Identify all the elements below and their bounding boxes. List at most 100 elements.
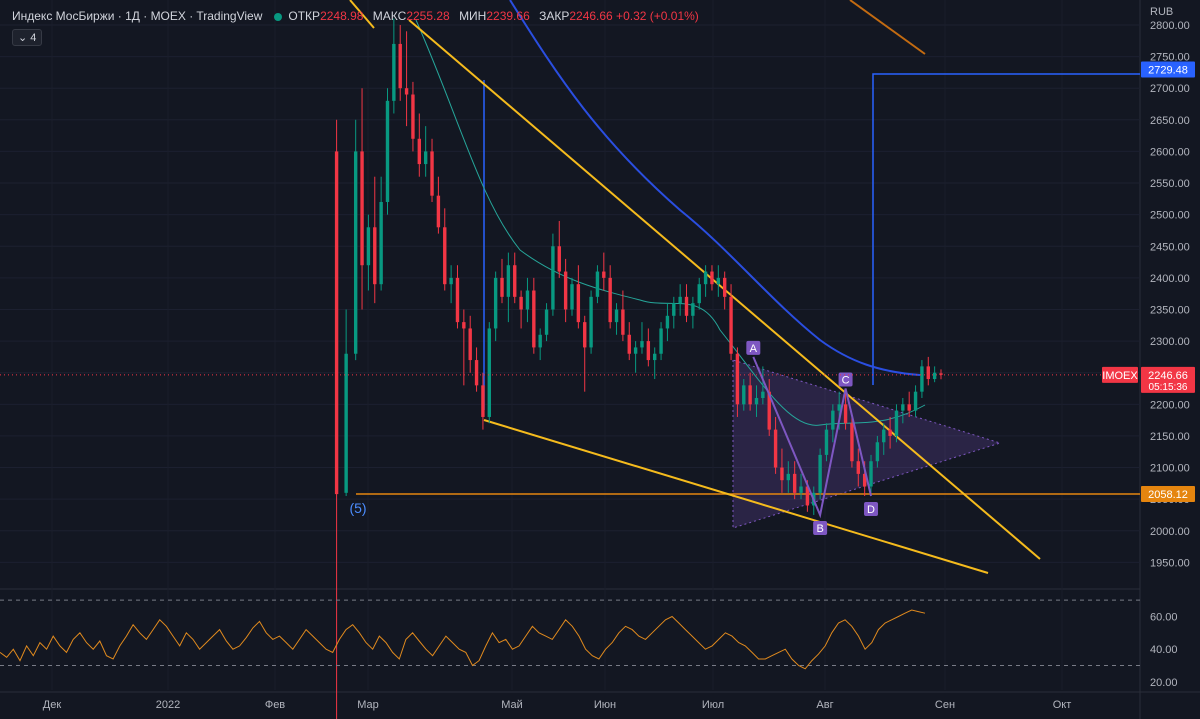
candle-body xyxy=(786,473,791,481)
pattern-point-marker xyxy=(864,502,879,516)
candle-body xyxy=(360,151,364,266)
moving-average-fast xyxy=(415,19,926,426)
candle-body xyxy=(837,404,841,411)
candle-body xyxy=(417,138,422,165)
y-tick-label: 2000.00 xyxy=(1150,526,1190,538)
candle-body xyxy=(697,284,701,304)
candle-body xyxy=(404,88,409,95)
open-label: ОТКР xyxy=(288,9,321,23)
y-tick-label: 2300.00 xyxy=(1150,336,1190,348)
candle-body xyxy=(570,284,574,310)
candle-body xyxy=(468,328,472,361)
candle-body xyxy=(443,227,447,285)
candle-body xyxy=(913,391,918,411)
candle-body xyxy=(551,246,555,310)
candle-body xyxy=(513,265,517,297)
candle-body xyxy=(353,151,358,354)
pattern-point-marker xyxy=(746,340,761,355)
x-tick-label: Фев xyxy=(265,699,285,711)
candle-body xyxy=(621,309,625,335)
candle-body xyxy=(780,467,784,481)
y-tick-label: 2800.00 xyxy=(1150,20,1190,32)
candle-body xyxy=(748,385,752,405)
candle-body xyxy=(691,303,695,316)
last-price-bg xyxy=(1141,366,1195,393)
moving-average-slow xyxy=(509,0,921,376)
lower-trendline xyxy=(483,419,989,574)
candle-body xyxy=(805,486,810,506)
x-tick-label: Дек xyxy=(43,699,62,711)
candle-body xyxy=(735,353,740,405)
candle-body xyxy=(646,341,651,361)
close-value: 2246.66 +0.32 (+0.01%) xyxy=(569,9,699,23)
y-tick-label: 2200.00 xyxy=(1150,399,1190,411)
candle-body xyxy=(589,296,593,348)
candle-body xyxy=(678,296,682,304)
candle-body xyxy=(767,391,771,430)
candle-body xyxy=(672,303,676,316)
candle-body xyxy=(818,454,822,493)
upper-trendline-stub xyxy=(349,0,375,29)
candle-body xyxy=(423,151,428,165)
candle-body xyxy=(882,429,886,443)
candle-body xyxy=(379,202,383,285)
rsi-tick-label: 20.00 xyxy=(1150,677,1178,689)
y-tick-label: 2100.00 xyxy=(1150,463,1190,475)
y-tick-label: 2350.00 xyxy=(1150,304,1190,316)
y-tick-label: 2700.00 xyxy=(1150,83,1190,95)
pattern-point-marker xyxy=(813,520,828,535)
candle-body xyxy=(493,277,498,329)
chevron-down-icon: ⌄ xyxy=(18,32,28,44)
pattern-point-marker xyxy=(838,372,853,387)
x-tick-label: Авг xyxy=(816,699,833,711)
candle-body xyxy=(614,309,619,323)
candle-body xyxy=(684,296,689,316)
x-tick-label: Июн xyxy=(594,699,616,711)
y-tick-label: 2500.00 xyxy=(1150,210,1190,222)
x-tick-label: Май xyxy=(501,699,523,711)
candle-body xyxy=(474,360,479,386)
candle-body xyxy=(824,429,829,455)
candle-body xyxy=(481,385,485,417)
candle-body xyxy=(366,227,371,266)
candle-body xyxy=(411,94,415,139)
candle-body xyxy=(462,322,466,329)
candle-body xyxy=(939,373,943,375)
x-tick-label: Сен xyxy=(935,699,955,711)
candle-body xyxy=(595,271,600,297)
currency-label[interactable]: RUB xyxy=(1150,6,1174,18)
candle-body xyxy=(398,43,402,89)
candle-body xyxy=(557,246,561,272)
rsi-line xyxy=(0,609,926,670)
candle-body xyxy=(773,429,778,468)
indicators-collapse-button[interactable]: ⌄ 4 xyxy=(12,29,43,46)
candle-body xyxy=(703,271,708,285)
candle-body xyxy=(430,151,434,196)
candle-body xyxy=(799,486,803,493)
candle-body xyxy=(538,334,542,348)
candle-body xyxy=(716,277,721,285)
pattern-point-label: C xyxy=(842,375,850,387)
support-price-label-bg xyxy=(1141,486,1195,503)
candle-body xyxy=(869,461,873,487)
high-label: МАКС xyxy=(372,9,407,23)
pattern-point-label: D xyxy=(867,504,875,516)
candle-body xyxy=(608,277,612,323)
candle-body xyxy=(602,271,606,278)
pattern-point-label: A xyxy=(750,343,758,355)
candle-body xyxy=(500,277,504,297)
candle-body xyxy=(831,410,835,430)
support-price-label: 2058.12 xyxy=(1148,489,1188,501)
candle-body xyxy=(487,328,491,417)
candle-body xyxy=(875,442,880,462)
candle-body xyxy=(710,271,714,285)
chart-legend: Индекс МосБиржи · 1Д · MOEX · TradingVie… xyxy=(12,9,699,23)
y-tick-label: 2550.00 xyxy=(1150,178,1190,190)
target-price-label-bg xyxy=(1141,61,1195,78)
orange-trendline xyxy=(849,0,926,55)
x-tick-label: Мар xyxy=(357,699,379,711)
candle-body xyxy=(506,265,511,297)
x-tick-label: 2022 xyxy=(156,699,180,711)
